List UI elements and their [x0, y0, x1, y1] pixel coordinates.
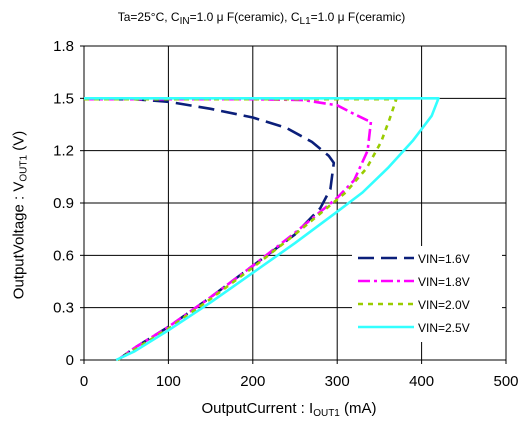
legend-label-4: VIN=2.5V	[418, 321, 470, 335]
y-tick-label: 0.3	[53, 300, 74, 317]
legend-label-2: VIN=1.8V	[418, 275, 470, 289]
x-tick-label: 100	[156, 373, 181, 390]
x-tick-label: 200	[240, 373, 265, 390]
x-axis-label: OutputCurrent : IOUT1 (mA)	[201, 400, 377, 419]
x-tick-label: 0	[80, 373, 88, 390]
series-line-4	[84, 97, 440, 362]
y-tick-label: 1.2	[53, 143, 74, 160]
series-line-3	[84, 97, 398, 362]
y-tick-label: 0.6	[53, 247, 74, 264]
y-axis-label: OutputVoltage : VOUT1 (V)	[10, 130, 30, 300]
y-tick-label: 1.8	[53, 38, 74, 55]
y-tick-label: 0.9	[53, 195, 74, 212]
x-tick-label: 300	[325, 373, 350, 390]
chart-title: Ta=25°C, CIN=1.0 μ F(ceramic), CL1=1.0 μ…	[117, 10, 406, 27]
legend-label-3: VIN=2.0V	[418, 298, 470, 312]
series-line-2	[84, 97, 373, 362]
legend-label-1: VIN=1.6V	[418, 252, 470, 266]
x-tick-label: 400	[409, 373, 434, 390]
y-tick-label: 0	[66, 352, 74, 369]
x-tick-label: 500	[493, 373, 518, 390]
y-tick-label: 1.5	[53, 90, 74, 107]
